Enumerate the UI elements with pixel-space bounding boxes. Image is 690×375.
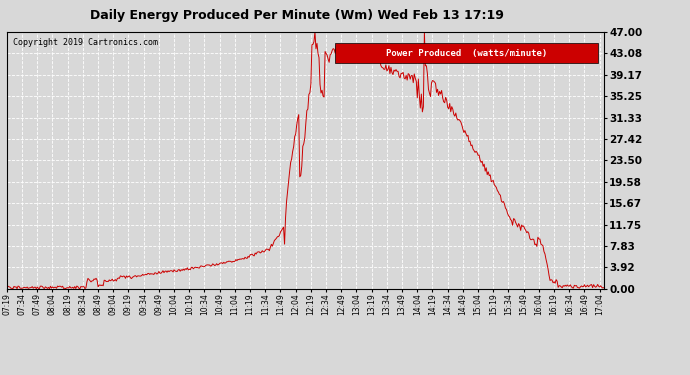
Text: Copyright 2019 Cartronics.com: Copyright 2019 Cartronics.com [13,38,158,47]
Text: Power Produced  (watts/minute): Power Produced (watts/minute) [386,49,547,58]
Text: Daily Energy Produced Per Minute (Wm) Wed Feb 13 17:19: Daily Energy Produced Per Minute (Wm) We… [90,9,504,22]
FancyBboxPatch shape [335,44,598,63]
